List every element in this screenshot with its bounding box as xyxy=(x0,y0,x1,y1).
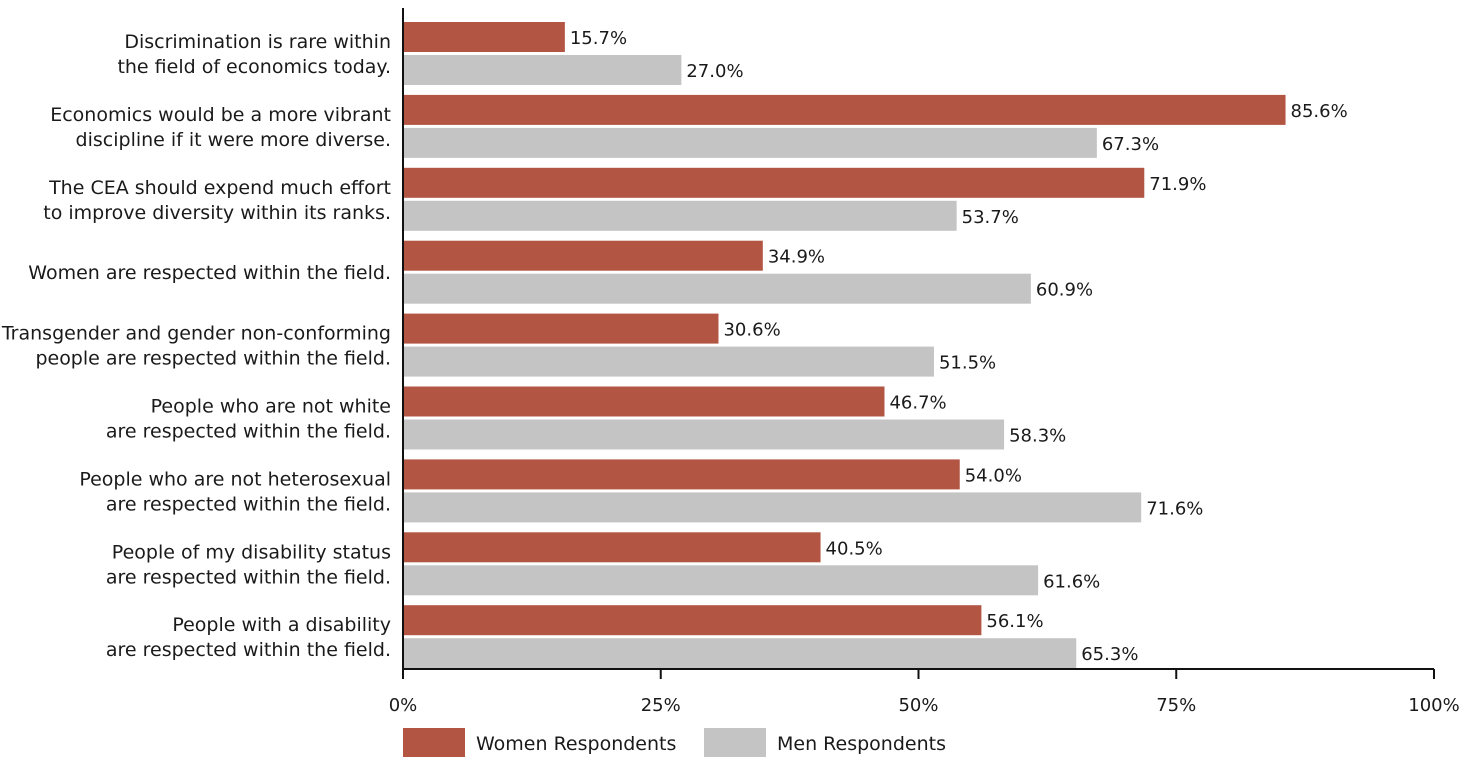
data-label: 15.7% xyxy=(570,28,627,49)
bar-men xyxy=(403,638,1077,669)
category-label: Transgender and gender non-conforming xyxy=(1,323,391,345)
category-label: are respected within the field. xyxy=(106,421,391,443)
bar-women xyxy=(403,240,763,271)
category-label: Economics would be a more vibrant xyxy=(50,104,391,126)
bar-women xyxy=(403,167,1145,198)
bar-women xyxy=(403,313,719,344)
category-label: are respected within the field. xyxy=(106,566,391,588)
data-label: 51.5% xyxy=(939,353,996,374)
category-label: People of my disability status xyxy=(112,541,391,563)
x-tick-label: 50% xyxy=(898,695,938,716)
bar-women xyxy=(403,22,565,52)
data-label: 60.9% xyxy=(1036,280,1093,301)
data-label: 56.1% xyxy=(986,611,1043,632)
data-label: 71.9% xyxy=(1149,174,1206,195)
bar-men xyxy=(403,127,1097,158)
category-label: are respected within the field. xyxy=(106,639,391,661)
bar-men xyxy=(403,419,1005,450)
bar-men xyxy=(403,346,934,377)
bar-women xyxy=(403,605,982,636)
bar-women xyxy=(403,459,960,490)
data-label: 46.7% xyxy=(889,393,946,414)
category-label: People who are not white xyxy=(151,396,391,418)
data-label: 53.7% xyxy=(962,207,1019,228)
data-label: 54.0% xyxy=(965,465,1022,486)
legend-label: Women Respondents xyxy=(476,733,676,755)
bar-men xyxy=(403,55,682,85)
data-label: 85.6% xyxy=(1291,101,1348,122)
data-label: 30.6% xyxy=(723,320,780,341)
x-tick-label: 100% xyxy=(1408,695,1459,716)
category-label: discipline if it were more diverse. xyxy=(76,129,391,151)
category-label: people are respected within the field. xyxy=(35,348,391,370)
x-tick-label: 25% xyxy=(641,695,681,716)
x-tick-label: 75% xyxy=(1156,695,1196,716)
category-label: People with a disability xyxy=(172,614,391,636)
category-label: to improve diversity within its ranks. xyxy=(43,202,391,224)
legend-swatch xyxy=(704,728,766,757)
category-label: are respected within the field. xyxy=(106,493,391,515)
category-label: Women are respected within the field. xyxy=(28,262,391,284)
bar-men xyxy=(403,273,1031,304)
legend-label: Men Respondents xyxy=(777,733,946,755)
category-label: The CEA should expend much effort xyxy=(48,177,391,199)
data-label: 61.6% xyxy=(1043,571,1100,592)
data-label: 34.9% xyxy=(768,247,825,268)
data-label: 58.3% xyxy=(1009,426,1066,447)
data-label: 67.3% xyxy=(1102,134,1159,155)
bar-women xyxy=(403,532,821,563)
bar-women xyxy=(403,386,885,417)
bar-men xyxy=(403,492,1142,523)
category-label: the field of economics today. xyxy=(117,56,391,78)
category-label: Discrimination is rare within xyxy=(124,31,391,53)
data-label: 71.6% xyxy=(1146,498,1203,519)
bar-women xyxy=(403,94,1286,125)
bar-men xyxy=(403,200,957,231)
data-label: 40.5% xyxy=(826,538,883,559)
x-tick-label: 0% xyxy=(389,695,418,716)
legend-swatch xyxy=(403,728,465,757)
data-label: 27.0% xyxy=(686,61,743,82)
data-label: 65.3% xyxy=(1081,644,1138,665)
bar-men xyxy=(403,565,1039,596)
category-label: People who are not heterosexual xyxy=(79,468,391,490)
